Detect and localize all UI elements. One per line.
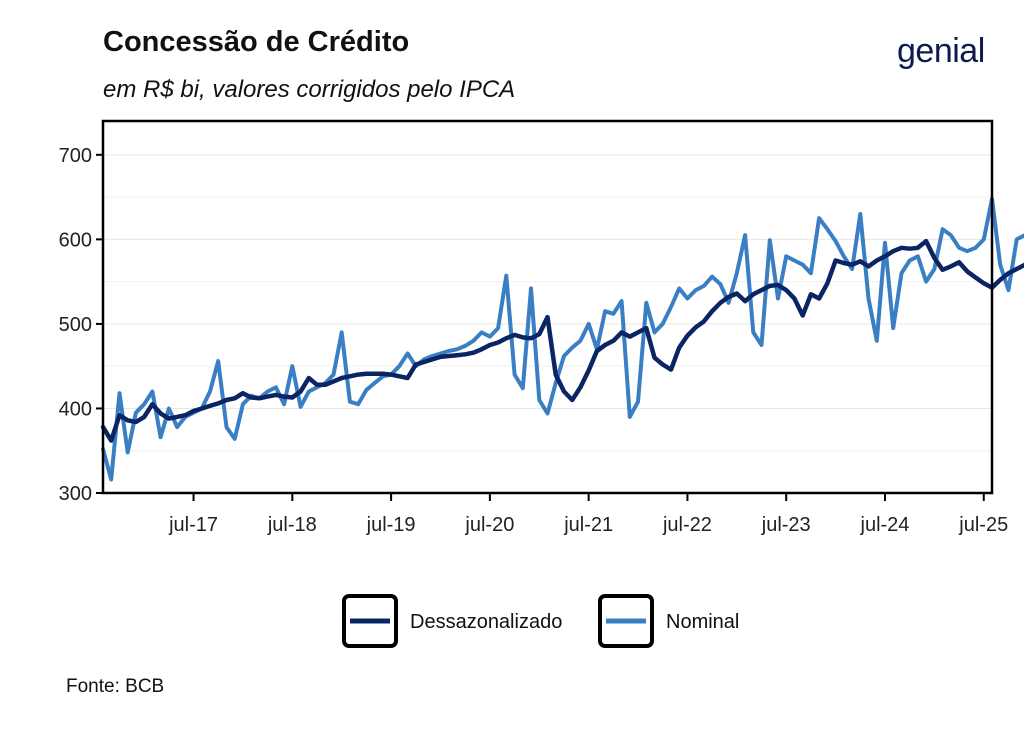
x-tick-label: jul-18 bbox=[267, 514, 317, 536]
y-tick-label: 300 bbox=[59, 483, 92, 505]
x-tick-label: jul-21 bbox=[563, 514, 613, 536]
source-note: Fonte: BCB bbox=[66, 676, 165, 697]
series-line-nominal bbox=[101, 196, 1024, 482]
legend-label-nominal: Nominal bbox=[666, 611, 739, 633]
plot-border bbox=[101, 119, 994, 495]
x-tick-label: jul-23 bbox=[761, 514, 811, 536]
genial-logo: genial bbox=[897, 32, 985, 70]
x-tick-label: jul-17 bbox=[168, 514, 218, 536]
x-tick-label: jul-25 bbox=[958, 514, 1008, 536]
legend-label-dessazonalizado: Dessazonalizado bbox=[410, 611, 562, 633]
x-tick-label: jul-24 bbox=[860, 514, 910, 536]
chart-subtitle: em R$ bi, valores corrigidos pelo IPCA bbox=[103, 76, 516, 103]
y-tick-label: 500 bbox=[59, 314, 92, 336]
y-tick-label: 600 bbox=[59, 229, 92, 251]
x-tick-label: jul-22 bbox=[662, 514, 712, 536]
y-tick-label: 400 bbox=[59, 398, 92, 420]
x-tick-label: jul-20 bbox=[464, 514, 514, 536]
x-tick-label: jul-19 bbox=[366, 514, 416, 536]
series-line-dessazonalizado bbox=[100, 238, 1024, 443]
chart-title: Concessão de Crédito bbox=[103, 26, 410, 58]
y-tick-label: 700 bbox=[59, 145, 92, 167]
